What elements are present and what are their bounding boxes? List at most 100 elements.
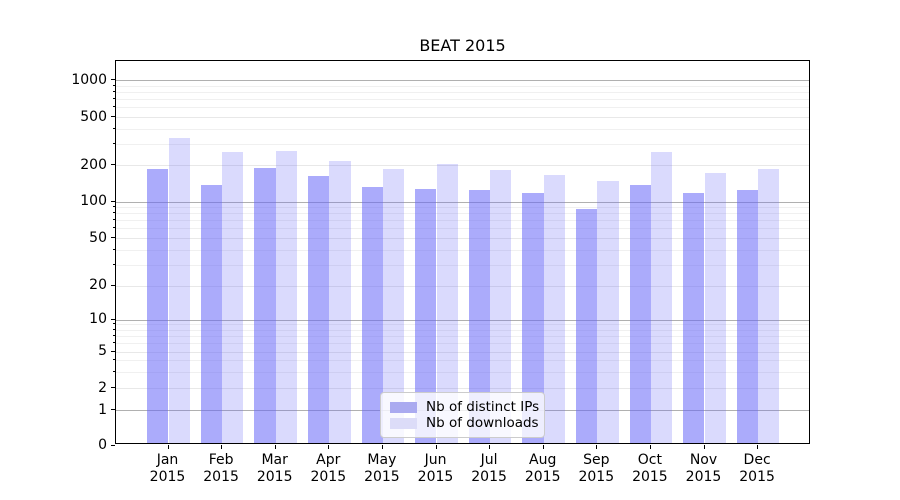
y-minortick-3 — [113, 370, 115, 372]
x-tick-label-apr: Apr 2015 — [310, 452, 347, 485]
x-tick-jan — [167, 445, 169, 449]
gridline-400 — [116, 128, 809, 130]
bar-downloads-nov — [704, 172, 726, 443]
y-minortick-4 — [113, 359, 115, 361]
gridline-4 — [116, 360, 809, 362]
y-minortick-70 — [113, 219, 115, 221]
bar-ips-apr — [307, 176, 330, 443]
y-tick-1 — [111, 409, 115, 410]
y-minortick-30 — [113, 263, 115, 265]
gridline-8 — [116, 329, 809, 331]
y-tick-50 — [111, 237, 115, 238]
y-tick-20 — [111, 284, 115, 286]
y-tick-label-100: 100 — [80, 193, 107, 209]
bar-ips-jun — [415, 189, 437, 443]
bar-ips-aug — [522, 193, 544, 443]
y-minortick-8 — [113, 328, 115, 330]
gridline-6 — [116, 343, 809, 345]
y-minortick-600 — [113, 106, 115, 108]
y-tick-label-1: 1 — [98, 401, 107, 418]
legend-label-distinct-ips: Nb of distinct IPs — [426, 399, 540, 415]
y-tick-label-200: 200 — [80, 156, 107, 173]
y-minortick-9 — [113, 323, 115, 325]
chart-title: BEAT 2015 — [419, 36, 506, 55]
gridline-40 — [116, 249, 809, 251]
y-tick-2 — [111, 387, 115, 388]
gridline-50 — [116, 238, 809, 239]
bar-downloads-jan — [168, 138, 190, 443]
x-tick-label-jan: Jan 2015 — [149, 452, 186, 485]
bar-ips-sep — [575, 208, 598, 443]
bar-ips-nov — [683, 193, 705, 443]
y-tick-label-2: 2 — [98, 379, 107, 396]
x-tick-aug — [542, 445, 544, 449]
gridline-5 — [116, 351, 809, 353]
gridline-7 — [116, 336, 809, 337]
gridline-2 — [116, 388, 809, 389]
x-tick-mar — [274, 445, 276, 449]
y-tick-100 — [111, 200, 115, 202]
x-tick-dec — [757, 445, 759, 449]
legend: Nb of distinct IPs Nb of downloads — [380, 392, 545, 438]
x-tick-apr — [328, 445, 330, 449]
bar-downloads-feb — [222, 151, 244, 443]
y-tick-label-0: 0 — [98, 437, 107, 453]
bar-ips-feb — [200, 184, 223, 443]
y-minortick-6 — [113, 342, 115, 344]
gridline-700 — [116, 99, 809, 100]
x-tick-sep — [596, 445, 598, 449]
y-minortick-700 — [113, 98, 115, 99]
x-tick-feb — [221, 445, 223, 449]
x-tick-jun — [435, 445, 437, 449]
bar-downloads-oct — [650, 151, 673, 443]
y-tick-1000 — [111, 79, 115, 80]
plot-area: Nb of distinct IPs Nb of downloads — [115, 60, 810, 444]
bar-downloads-sep — [597, 180, 619, 443]
x-tick-oct — [649, 445, 651, 449]
bar-ips-dec — [736, 190, 759, 443]
x-tick-label-jul: Jul 2015 — [471, 452, 507, 485]
y-minortick-300 — [113, 142, 115, 144]
x-tick-jul — [489, 445, 491, 449]
bar-ips-mar — [254, 167, 276, 443]
bar-downloads-aug — [543, 174, 566, 443]
x-tick-label-jun: Jun 2015 — [417, 452, 454, 485]
bar-downloads-jul — [490, 170, 512, 443]
gridline-500 — [116, 117, 809, 118]
gridline-90 — [116, 207, 809, 208]
y-minortick-900 — [113, 84, 115, 86]
x-tick-nov — [703, 445, 705, 449]
bar-ips-oct — [629, 184, 651, 443]
gridline-600 — [116, 107, 809, 109]
bar-ips-jul — [468, 189, 491, 443]
bar-downloads-jun — [436, 164, 458, 443]
y-tick-label-1000: 1000 — [71, 71, 107, 88]
y-minortick-800 — [113, 90, 115, 92]
gridline-100 — [116, 201, 809, 203]
x-tick-label-may: May 2015 — [364, 452, 400, 485]
legend-swatch-distinct-ips — [390, 401, 417, 413]
gridline-80 — [116, 213, 809, 215]
bar-downloads-mar — [275, 151, 298, 443]
y-tick-label-500: 500 — [80, 108, 107, 125]
gridline-300 — [116, 143, 809, 145]
legend-item-distinct-ips: Nb of distinct IPs — [390, 399, 539, 415]
x-tick-label-sep: Sep 2015 — [578, 452, 615, 485]
legend-swatch-downloads — [390, 417, 417, 429]
y-minortick-400 — [113, 127, 115, 129]
x-tick-label-nov: Nov 2015 — [685, 452, 722, 485]
y-tick-label-20: 20 — [89, 277, 107, 293]
x-tick-may — [381, 445, 383, 449]
gridline-900 — [116, 85, 809, 87]
gridline-800 — [116, 91, 809, 93]
bar-downloads-apr — [329, 160, 351, 443]
x-tick-label-mar: Mar 2015 — [256, 452, 293, 485]
y-tick-label-10: 10 — [89, 311, 107, 327]
gridline-10 — [116, 319, 809, 321]
y-minortick-60 — [113, 227, 115, 229]
y-tick-label-5: 5 — [98, 343, 107, 359]
x-tick-label-dec: Dec 2015 — [739, 452, 775, 485]
bar-downloads-dec — [758, 168, 780, 443]
legend-label-downloads: Nb of downloads — [426, 415, 539, 431]
